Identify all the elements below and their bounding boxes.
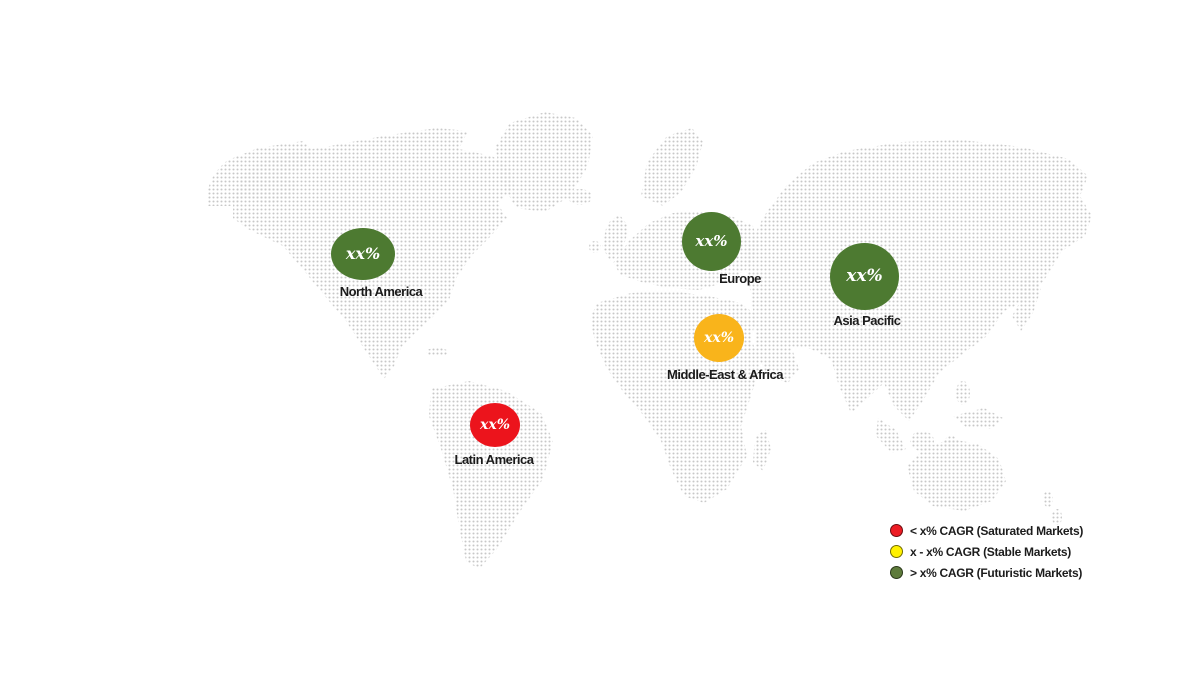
island-japan bbox=[1012, 272, 1041, 331]
continent-australia bbox=[907, 439, 1006, 511]
region-value-north-america: xx% bbox=[345, 244, 381, 263]
island-new-zealand-south bbox=[1052, 509, 1062, 525]
region-label-latin-america: Latin America bbox=[454, 452, 535, 467]
island-great-britain bbox=[602, 214, 629, 262]
legend-label-saturated: < x% CAGR (Saturated Markets) bbox=[910, 523, 1084, 538]
region-value-asia-pacific: xx% bbox=[846, 266, 883, 286]
legend-item-saturated: < x% CAGR (Saturated Markets) bbox=[890, 523, 1083, 538]
legend-dot-yellow-icon bbox=[890, 545, 903, 558]
legend: < x% CAGR (Saturated Markets) x - x% CAG… bbox=[890, 523, 1083, 580]
continent-asia bbox=[746, 140, 1092, 421]
island-iceland bbox=[568, 189, 592, 205]
legend-item-futuristic: > x% CAGR (Futuristic Markets) bbox=[890, 565, 1083, 580]
island-sumatra bbox=[876, 418, 906, 453]
island-cuba bbox=[426, 348, 448, 356]
legend-item-stable: x - x% CAGR (Stable Markets) bbox=[890, 544, 1083, 559]
region-value-europe: xx% bbox=[695, 232, 728, 250]
region-marker-north-america: xx% bbox=[331, 228, 395, 280]
island-madagascar bbox=[753, 430, 771, 471]
region-label-north-america: North America bbox=[339, 284, 423, 299]
region-label-asia-pacific: Asia Pacific bbox=[833, 313, 902, 328]
legend-label-stable: x - x% CAGR (Stable Markets) bbox=[910, 544, 1071, 559]
island-borneo bbox=[910, 431, 934, 451]
continent-scandinavia bbox=[641, 128, 703, 206]
island-new-zealand-north bbox=[1043, 491, 1053, 507]
region-marker-asia-pacific: xx% bbox=[830, 243, 899, 310]
island-greenland bbox=[496, 112, 593, 212]
continent-south-america bbox=[429, 381, 553, 569]
region-marker-middle-east-africa: xx% bbox=[694, 314, 744, 362]
legend-label-futuristic: > x% CAGR (Futuristic Markets) bbox=[910, 565, 1083, 580]
island-ireland bbox=[589, 241, 601, 253]
region-value-latin-america: xx% bbox=[480, 417, 510, 433]
region-marker-latin-america: xx% bbox=[470, 403, 520, 447]
region-marker-europe: xx% bbox=[682, 212, 741, 271]
island-philippines bbox=[956, 381, 970, 405]
legend-dot-green-icon bbox=[890, 566, 903, 579]
legend-dot-red-icon bbox=[890, 524, 903, 537]
region-value-middle-east-africa: xx% bbox=[704, 330, 734, 346]
region-label-middle-east-africa: Middle-East & Africa bbox=[667, 367, 783, 382]
island-new-guinea bbox=[953, 408, 1003, 429]
region-label-europe: Europe bbox=[719, 271, 761, 286]
